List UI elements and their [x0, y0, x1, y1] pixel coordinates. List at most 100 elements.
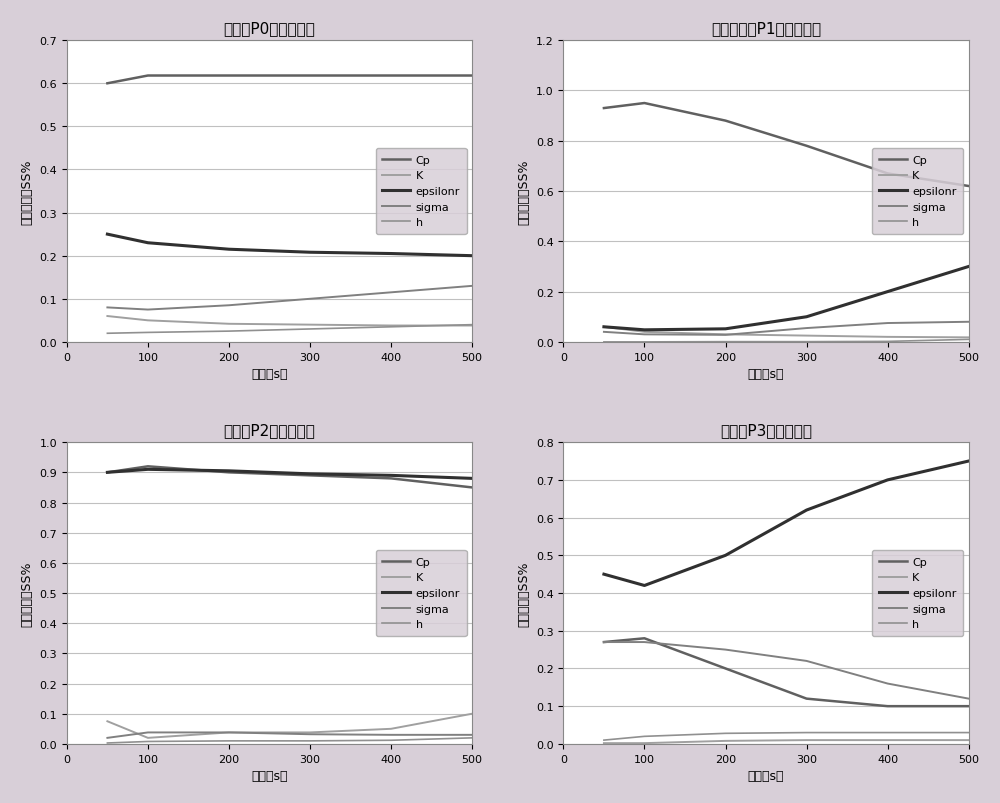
Title: 近场点P2方差贡献率: 近场点P2方差贡献率 [224, 422, 315, 438]
sigma [466, 282, 478, 291]
h [466, 733, 478, 743]
h [882, 728, 894, 737]
K [720, 736, 732, 746]
epsilonr [466, 474, 478, 483]
Cp [223, 468, 235, 478]
epsilonr [720, 551, 732, 560]
Cp [963, 182, 975, 192]
Line: sigma: sigma [604, 642, 969, 699]
h [385, 736, 397, 745]
Line: sigma: sigma [107, 732, 472, 738]
h [801, 728, 813, 737]
sigma [223, 728, 235, 737]
K [638, 739, 650, 748]
epsilonr [963, 263, 975, 272]
h [101, 329, 113, 339]
sigma [142, 305, 154, 315]
Cp [882, 702, 894, 711]
Title: 近场水冷点P1方差贡献率: 近场水冷点P1方差贡献率 [711, 21, 821, 36]
sigma [720, 645, 732, 654]
h [963, 335, 975, 344]
K [304, 728, 316, 737]
Cp [963, 702, 975, 711]
sigma [466, 730, 478, 740]
sigma [101, 733, 113, 743]
X-axis label: 时间（s）: 时间（s） [251, 368, 288, 381]
K [882, 736, 894, 745]
Line: Cp: Cp [604, 104, 969, 187]
epsilonr [385, 250, 397, 259]
h [304, 324, 316, 334]
sigma [598, 328, 610, 337]
Line: sigma: sigma [107, 287, 472, 310]
epsilonr [882, 287, 894, 297]
sigma [385, 288, 397, 298]
h [638, 732, 650, 741]
Cp [142, 462, 154, 471]
K [882, 332, 894, 342]
epsilonr [223, 245, 235, 255]
K [466, 321, 478, 331]
sigma [882, 679, 894, 688]
Cp [801, 694, 813, 703]
Title: 远场点P3方差贡献率: 远场点P3方差贡献率 [720, 422, 812, 438]
Line: epsilonr: epsilonr [107, 470, 472, 479]
h [385, 323, 397, 332]
h [963, 728, 975, 737]
Line: Cp: Cp [107, 76, 472, 84]
h [142, 328, 154, 338]
sigma [598, 638, 610, 647]
X-axis label: 时间（s）: 时间（s） [748, 368, 784, 381]
Line: h: h [107, 738, 472, 743]
Line: epsilonr: epsilonr [107, 234, 472, 256]
h [304, 736, 316, 746]
epsilonr [598, 569, 610, 579]
sigma [101, 304, 113, 313]
epsilonr [385, 471, 397, 480]
K [101, 716, 113, 726]
Line: epsilonr: epsilonr [604, 267, 969, 330]
Cp [466, 483, 478, 492]
sigma [304, 295, 316, 304]
X-axis label: 时间（s）: 时间（s） [748, 769, 784, 782]
K [142, 733, 154, 743]
epsilonr [720, 324, 732, 334]
h [882, 337, 894, 347]
epsilonr [304, 470, 316, 479]
K [598, 323, 610, 332]
Cp [720, 664, 732, 674]
K [385, 321, 397, 331]
Cp [142, 71, 154, 81]
Cp [385, 474, 397, 483]
Cp [101, 79, 113, 89]
epsilonr [223, 467, 235, 476]
K [142, 316, 154, 326]
epsilonr [963, 457, 975, 467]
K [801, 332, 813, 341]
Cp [304, 471, 316, 480]
epsilonr [801, 506, 813, 516]
K [466, 709, 478, 719]
Y-axis label: 方差贡献率SS%: 方差贡献率SS% [21, 560, 34, 626]
Line: Cp: Cp [604, 638, 969, 707]
sigma [801, 656, 813, 666]
sigma [142, 728, 154, 737]
sigma [223, 301, 235, 311]
Legend: Cp, K, epsilonr, sigma, h: Cp, K, epsilonr, sigma, h [872, 149, 963, 234]
sigma [963, 317, 975, 327]
K [304, 320, 316, 330]
Line: h: h [604, 340, 969, 342]
h [598, 337, 610, 347]
Line: sigma: sigma [604, 322, 969, 336]
sigma [638, 330, 650, 340]
h [466, 320, 478, 330]
Legend: Cp, K, epsilonr, sigma, h: Cp, K, epsilonr, sigma, h [872, 551, 963, 636]
K [963, 736, 975, 745]
h [720, 337, 732, 347]
Cp [598, 638, 610, 647]
h [101, 738, 113, 748]
Cp [304, 71, 316, 81]
sigma [385, 730, 397, 740]
Cp [801, 142, 813, 152]
K [223, 728, 235, 737]
